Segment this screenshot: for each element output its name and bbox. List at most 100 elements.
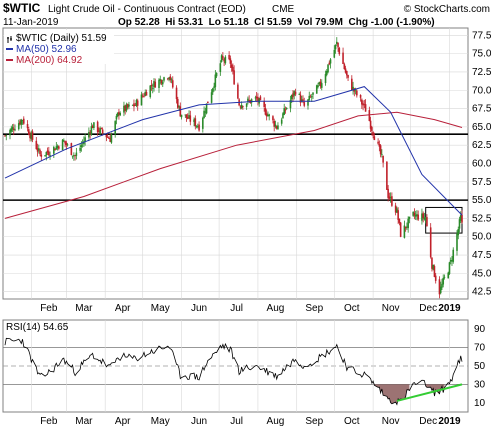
candle-body [89, 132, 91, 134]
candle-body [359, 94, 362, 98]
candle-body [378, 144, 381, 147]
candle-body [135, 99, 138, 106]
candle-body [40, 154, 43, 157]
candle-body [39, 150, 41, 155]
candle-body [63, 140, 65, 142]
candle-body [442, 277, 445, 285]
candle-body [377, 141, 379, 144]
candle-body [4, 135, 6, 137]
candle-body [329, 59, 332, 64]
legend-price-icon [7, 36, 12, 43]
candle-body [210, 92, 213, 103]
candle-body [448, 262, 451, 274]
candle-body [317, 85, 319, 88]
price-tick-label: 65.0 [472, 122, 492, 133]
candle-body [61, 139, 64, 151]
price-date-ticks: Feb Mar Apr May Jun Jul Aug Sep Oct Nov Dec 2019 [40, 303, 461, 314]
rsi-tick-label: 50 [474, 361, 486, 372]
candle-body [407, 218, 409, 229]
candle-body [344, 68, 347, 73]
candle-body [417, 214, 419, 220]
candle-body [267, 114, 269, 117]
price-tick-label: 52.5 [472, 213, 492, 224]
symbol-description: Light Crude Oil - Continuous Contract (E… [48, 4, 246, 15]
candle-body [105, 134, 108, 138]
date-tick-label: Dec [419, 303, 437, 314]
candle-body [451, 260, 453, 262]
candle-body [179, 106, 182, 117]
candle-body [443, 276, 446, 278]
date-tick-label: Mar [75, 303, 93, 314]
candle-body [386, 161, 388, 190]
candle-body [303, 102, 306, 106]
candle-body [74, 155, 76, 157]
date-tick-label: Feb [40, 416, 58, 427]
candle-body [318, 82, 321, 85]
price-tick-label: 57.5 [472, 177, 492, 188]
candle-body [101, 129, 104, 134]
price-tick-label: 60.0 [472, 159, 492, 170]
candle-body [343, 63, 346, 70]
candle-body [205, 103, 208, 114]
candle-body [298, 93, 301, 95]
candle-body [118, 111, 120, 115]
candle-body [272, 116, 274, 121]
candle-body [381, 154, 383, 155]
candle-body [302, 99, 304, 101]
candle-body [429, 227, 432, 258]
candle-body [373, 136, 376, 141]
rsi-date-ticks: Feb Mar Apr May Jun Jul Aug Sep Oct Nov Dec 2019 [40, 416, 461, 427]
candle-body [320, 83, 323, 88]
candle-body [299, 94, 302, 103]
date-tick-label: May [151, 303, 170, 314]
candle-body [83, 141, 85, 145]
candle-body [143, 95, 145, 97]
candle-body [372, 131, 374, 136]
exchange-label: CME [272, 4, 295, 15]
candle-body [48, 151, 50, 156]
date-tick-label: Aug [267, 303, 285, 314]
candle-body [170, 79, 173, 81]
candle-body [334, 44, 337, 50]
candle-body [274, 124, 277, 127]
date-tick-label: Sep [305, 303, 323, 314]
candle-body [285, 107, 288, 109]
candle-body [426, 217, 428, 227]
candle-body [56, 145, 59, 148]
candle-body [458, 219, 461, 229]
candle-body [456, 233, 458, 251]
candle-body [110, 134, 113, 143]
price-tick-label: 55.0 [472, 195, 492, 206]
candle-body [53, 146, 55, 154]
rsi-tick-label: 90 [474, 324, 486, 335]
candle-body [362, 103, 364, 106]
candle-body [166, 78, 169, 80]
candle-body [49, 155, 51, 157]
date-tick-label: Sep [305, 416, 323, 427]
candle-body [45, 151, 48, 156]
watermark: © StockCharts.com [404, 4, 490, 15]
candle-body [19, 121, 21, 125]
candle-body [396, 208, 398, 213]
candle-body [394, 205, 397, 213]
date-tick-label: Dec [419, 416, 437, 427]
price-tick-label: 75.0 [472, 49, 492, 60]
candle-body [412, 211, 414, 216]
candle-body [134, 105, 137, 106]
candle-body [255, 96, 258, 99]
candle-body [188, 115, 190, 118]
candle-body [66, 144, 69, 146]
candle-body [245, 103, 248, 107]
legend-ma200: MA(200) 64.92 [16, 55, 83, 66]
candle-body [215, 72, 218, 77]
date-tick-label: Feb [40, 303, 58, 314]
stats-line: Op 52.28 Hi 53.31 Lo 51.18 Cl 51.59 Vol … [118, 17, 435, 28]
ma50-line [4, 86, 463, 216]
candle-body [84, 137, 86, 142]
date-tick-label: May [151, 416, 170, 427]
candle-body [31, 131, 34, 140]
candle-body [46, 150, 49, 153]
candle-body [342, 52, 344, 65]
candle-body [213, 86, 215, 88]
candle-body [408, 216, 411, 219]
